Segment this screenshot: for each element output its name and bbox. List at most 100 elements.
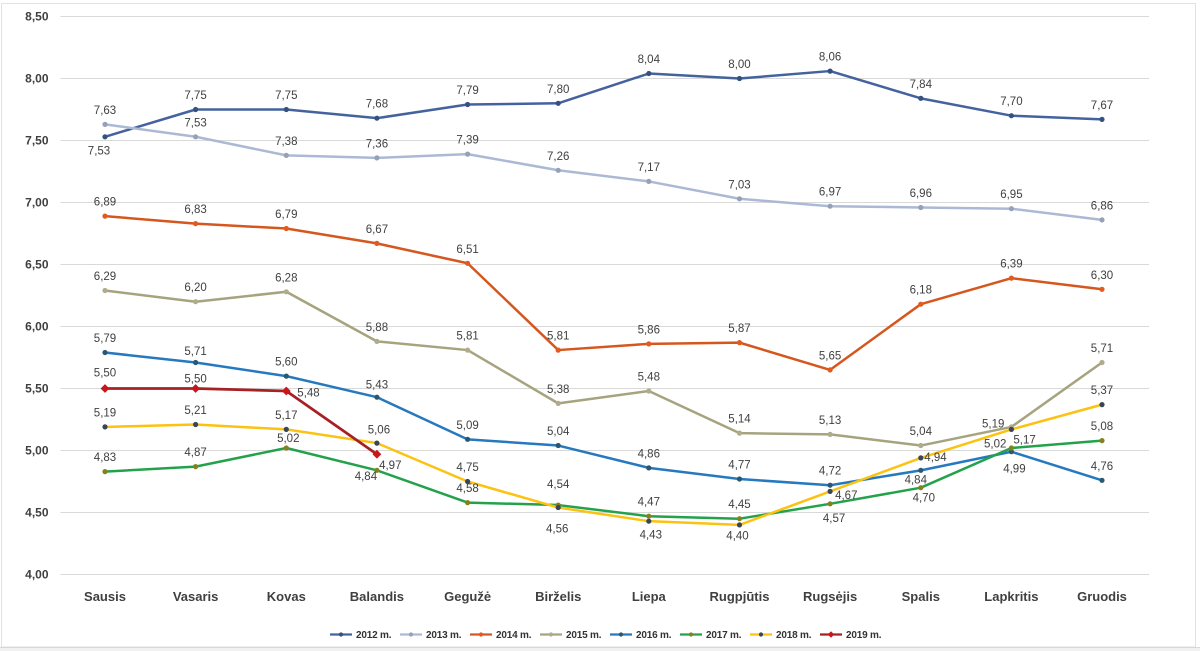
svg-text:8,04: 8,04 bbox=[638, 54, 661, 66]
svg-text:4,00: 4,00 bbox=[25, 568, 49, 582]
svg-text:6,18: 6,18 bbox=[910, 285, 932, 297]
svg-text:7,17: 7,17 bbox=[638, 162, 660, 174]
svg-text:8,00: 8,00 bbox=[728, 59, 750, 71]
svg-text:4,56: 4,56 bbox=[546, 524, 568, 536]
svg-text:4,67: 4,67 bbox=[835, 490, 857, 502]
svg-text:5,50: 5,50 bbox=[94, 368, 116, 380]
svg-text:5,02: 5,02 bbox=[277, 433, 299, 445]
svg-text:2013 m.: 2013 m. bbox=[426, 630, 462, 641]
svg-text:4,75: 4,75 bbox=[456, 462, 478, 474]
svg-text:4,87: 4,87 bbox=[184, 447, 206, 459]
svg-text:5,04: 5,04 bbox=[547, 426, 570, 438]
svg-text:5,19: 5,19 bbox=[982, 419, 1004, 431]
svg-text:5,50: 5,50 bbox=[25, 382, 49, 396]
svg-text:5,43: 5,43 bbox=[366, 380, 388, 392]
svg-text:4,94: 4,94 bbox=[924, 452, 947, 464]
svg-text:6,95: 6,95 bbox=[1000, 189, 1022, 201]
svg-text:7,67: 7,67 bbox=[1091, 100, 1113, 112]
svg-text:5,48: 5,48 bbox=[638, 372, 660, 384]
svg-text:6,51: 6,51 bbox=[456, 244, 478, 256]
svg-text:Lapkritis: Lapkritis bbox=[984, 589, 1038, 604]
svg-text:5,60: 5,60 bbox=[275, 357, 297, 369]
svg-text:Spalis: Spalis bbox=[902, 589, 940, 604]
svg-text:4,72: 4,72 bbox=[819, 466, 841, 478]
svg-text:5,88: 5,88 bbox=[366, 322, 388, 334]
svg-text:5,81: 5,81 bbox=[456, 331, 478, 343]
svg-text:6,29: 6,29 bbox=[94, 271, 116, 283]
svg-text:7,53: 7,53 bbox=[88, 145, 110, 157]
svg-text:6,89: 6,89 bbox=[94, 197, 116, 209]
svg-text:5,37: 5,37 bbox=[1091, 385, 1113, 397]
svg-text:5,13: 5,13 bbox=[819, 415, 841, 427]
svg-text:5,86: 5,86 bbox=[638, 324, 660, 336]
svg-text:6,86: 6,86 bbox=[1091, 200, 1113, 212]
svg-text:4,45: 4,45 bbox=[728, 499, 750, 511]
svg-text:4,57: 4,57 bbox=[823, 513, 845, 525]
svg-text:5,19: 5,19 bbox=[94, 407, 116, 419]
svg-text:5,00: 5,00 bbox=[25, 444, 49, 458]
svg-text:6,00: 6,00 bbox=[25, 320, 49, 334]
svg-text:5,14: 5,14 bbox=[728, 414, 751, 426]
svg-text:Rugsėjis: Rugsėjis bbox=[803, 589, 857, 604]
svg-text:5,17: 5,17 bbox=[1013, 434, 1035, 446]
svg-text:5,09: 5,09 bbox=[456, 420, 478, 432]
svg-text:4,84: 4,84 bbox=[355, 471, 378, 483]
svg-text:5,50: 5,50 bbox=[184, 374, 206, 386]
svg-text:4,40: 4,40 bbox=[726, 530, 748, 542]
svg-text:5,65: 5,65 bbox=[819, 350, 841, 362]
svg-text:7,75: 7,75 bbox=[275, 90, 297, 102]
svg-text:5,21: 5,21 bbox=[184, 405, 206, 417]
svg-text:7,68: 7,68 bbox=[366, 99, 388, 111]
svg-text:7,03: 7,03 bbox=[728, 179, 750, 191]
svg-text:5,06: 5,06 bbox=[368, 425, 390, 437]
svg-text:4,47: 4,47 bbox=[638, 497, 660, 509]
svg-text:4,84: 4,84 bbox=[905, 474, 928, 486]
svg-text:Gruodis: Gruodis bbox=[1077, 589, 1127, 604]
svg-text:5,71: 5,71 bbox=[1091, 343, 1113, 355]
svg-text:7,00: 7,00 bbox=[25, 196, 49, 210]
svg-text:6,20: 6,20 bbox=[184, 282, 206, 294]
svg-text:4,77: 4,77 bbox=[728, 460, 750, 472]
svg-text:6,96: 6,96 bbox=[910, 188, 932, 200]
svg-text:5,17: 5,17 bbox=[275, 410, 297, 422]
svg-text:5,79: 5,79 bbox=[94, 333, 116, 345]
svg-text:5,48: 5,48 bbox=[297, 388, 319, 400]
svg-text:6,83: 6,83 bbox=[184, 204, 206, 216]
svg-text:Vasaris: Vasaris bbox=[173, 589, 219, 604]
svg-text:2015 m.: 2015 m. bbox=[566, 630, 602, 641]
svg-text:5,08: 5,08 bbox=[1091, 421, 1113, 433]
svg-text:7,75: 7,75 bbox=[184, 90, 206, 102]
svg-text:Gegužė: Gegužė bbox=[444, 589, 491, 604]
svg-text:7,50: 7,50 bbox=[25, 134, 49, 148]
svg-text:7,70: 7,70 bbox=[1000, 96, 1022, 108]
svg-text:7,38: 7,38 bbox=[275, 136, 297, 148]
svg-text:2016 m.: 2016 m. bbox=[636, 630, 672, 641]
svg-text:Sausis: Sausis bbox=[84, 589, 126, 604]
svg-text:2019 m.: 2019 m. bbox=[846, 630, 882, 641]
svg-text:7,26: 7,26 bbox=[547, 151, 569, 163]
svg-text:7,63: 7,63 bbox=[94, 105, 116, 117]
svg-text:5,38: 5,38 bbox=[547, 384, 569, 396]
svg-text:2014 m.: 2014 m. bbox=[496, 630, 532, 641]
svg-text:4,70: 4,70 bbox=[913, 493, 935, 505]
svg-text:4,83: 4,83 bbox=[94, 452, 116, 464]
svg-text:7,84: 7,84 bbox=[910, 79, 933, 91]
svg-text:4,43: 4,43 bbox=[640, 530, 662, 542]
svg-text:6,97: 6,97 bbox=[819, 187, 841, 199]
svg-text:4,97: 4,97 bbox=[379, 460, 401, 472]
svg-text:5,71: 5,71 bbox=[184, 346, 206, 358]
svg-text:8,00: 8,00 bbox=[25, 72, 49, 86]
svg-text:5,04: 5,04 bbox=[910, 426, 933, 438]
svg-text:Rugpjūtis: Rugpjūtis bbox=[710, 589, 770, 604]
svg-text:5,87: 5,87 bbox=[728, 323, 750, 335]
svg-text:4,50: 4,50 bbox=[25, 506, 49, 520]
svg-text:4,76: 4,76 bbox=[1091, 461, 1113, 473]
svg-text:Liepa: Liepa bbox=[632, 589, 667, 604]
svg-text:6,30: 6,30 bbox=[1091, 270, 1113, 282]
svg-text:Birželis: Birželis bbox=[535, 589, 581, 604]
svg-text:7,79: 7,79 bbox=[456, 85, 478, 97]
svg-text:2012 m.: 2012 m. bbox=[356, 630, 392, 641]
svg-text:8,50: 8,50 bbox=[25, 10, 49, 24]
svg-text:6,39: 6,39 bbox=[1000, 259, 1022, 271]
svg-text:8,06: 8,06 bbox=[819, 52, 841, 64]
